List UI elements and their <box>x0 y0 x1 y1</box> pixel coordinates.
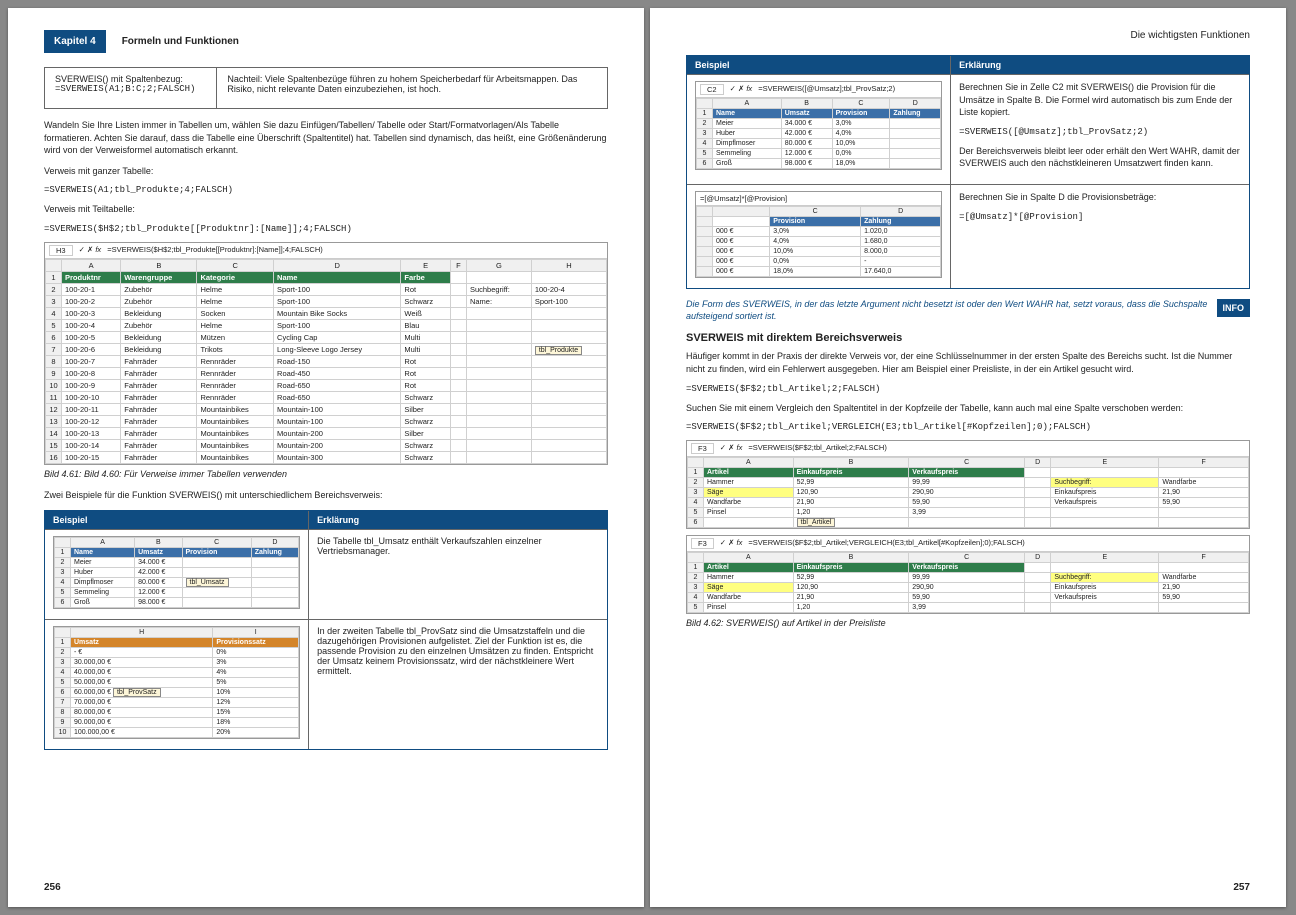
page-right: Die wichtigsten Funktionen Beispiel Erkl… <box>650 8 1286 907</box>
page-left: Kapitel 4 Formeln und Funktionen SVERWEI… <box>8 8 644 907</box>
label-1: Verweis mit ganzer Tabelle: <box>44 165 608 178</box>
ex3-text2: Der Bereichsverweis bleibt leer oder erh… <box>959 145 1241 170</box>
caption-4-61: Bild 4.61: Bild 4.60: Für Verweise immer… <box>44 469 608 479</box>
header-right: Die wichtigsten Funktionen <box>686 30 1250 41</box>
example-table-1: Beispiel Erklärung ABCD1NameUmsatzProvis… <box>44 510 608 750</box>
page-title: Formeln und Funktionen <box>122 36 239 47</box>
box-right-text: Nachteil: Viele Spaltenbezüge führen zu … <box>217 68 607 108</box>
caption-4-62: Bild 4.62: SVERWEIS() auf Artikel in der… <box>686 618 1250 628</box>
formula-3: =SVERWEIS($F$2;tbl_Artikel;2;FALSCH) <box>686 384 1250 394</box>
info-text: Die Form des SVERWEIS, in der das letzte… <box>686 299 1209 322</box>
excel-fig-4-62b: F3✓ ✗ fx=SVERWEIS($F$2;tbl_Artikel;VERGL… <box>686 535 1250 614</box>
ex3-formula: =SVERWEIS([@Umsatz];tbl_ProvSatz;2) <box>959 127 1241 137</box>
paragraph-3: Häufiger kommt in der Praxis der direkte… <box>686 350 1250 375</box>
formula-1: =SVERWEIS(A1;tbl_Produkte;4;FALSCH) <box>44 185 608 195</box>
info-badge: INFO <box>1217 299 1251 317</box>
page-number: 256 <box>44 882 61 893</box>
info-callout: Die Form des SVERWEIS, in der das letzte… <box>686 299 1250 322</box>
ex1-explanation: Die Tabelle tbl_Umsatz enthält Verkaufsz… <box>309 530 607 619</box>
ex4-formula: =[@Umsatz]*[@Provision] <box>959 212 1241 222</box>
header-left: Kapitel 4 Formeln und Funktionen <box>44 30 608 53</box>
formula-2: =SVERWEIS($H$2;tbl_Produkte[[Produktnr]:… <box>44 224 608 234</box>
ex-header-right: Erklärung <box>309 511 607 529</box>
box-left-formula: =SVERWEIS(A1;B:C;2;FALSCH) <box>55 84 206 94</box>
formula-4: =SVERWEIS($F$2;tbl_Artikel;VERGLEICH(E3;… <box>686 422 1250 432</box>
box-left-line1: SVERWEIS() mit Spaltenbezug: <box>55 74 206 84</box>
sverweis-box: SVERWEIS() mit Spaltenbezug: =SVERWEIS(A… <box>44 67 608 109</box>
paragraph-2: Zwei Beispiele für die Funktion SVERWEIS… <box>44 489 608 502</box>
page-number: 257 <box>1233 882 1250 893</box>
label-2: Verweis mit Teiltabelle: <box>44 203 608 216</box>
chapter-badge: Kapitel 4 <box>44 30 106 53</box>
example-table-2: Beispiel Erklärung C2✓ ✗ fx=SVERWEIS([@U… <box>686 55 1250 289</box>
ex-header-left: Beispiel <box>45 511 309 529</box>
formula-bar: =SVERWEIS($H$2;tbl_Produkte[[Produktnr]:… <box>107 245 323 256</box>
ex2-explanation: In der zweiten Tabelle tbl_ProvSatz sind… <box>309 620 607 749</box>
excel-fig-4-61: H3 ✓ ✗ fx =SVERWEIS($H$2;tbl_Produkte[[P… <box>44 242 608 465</box>
excel-fig-4-62a: F3✓ ✗ fx=SVERWEIS($F$2;tbl_Artikel;2;FAL… <box>686 440 1250 529</box>
book-spread: Kapitel 4 Formeln und Funktionen SVERWEI… <box>8 8 1288 907</box>
heading-4: SVERWEIS mit direktem Bereichsverweis <box>686 332 1250 344</box>
ex-header-right: Erklärung <box>951 56 1249 74</box>
paragraph-1: Wandeln Sie Ihre Listen immer in Tabelle… <box>44 119 608 157</box>
ex-header-left: Beispiel <box>687 56 951 74</box>
cell-ref: H3 <box>49 245 73 256</box>
paragraph-4: Suchen Sie mit einem Vergleich den Spalt… <box>686 402 1250 415</box>
ex3-text1: Berechnen Sie in Zelle C2 mit SVERWEIS()… <box>959 81 1241 119</box>
ex4-text: Berechnen Sie in Spalte D die Provisions… <box>959 191 1241 204</box>
